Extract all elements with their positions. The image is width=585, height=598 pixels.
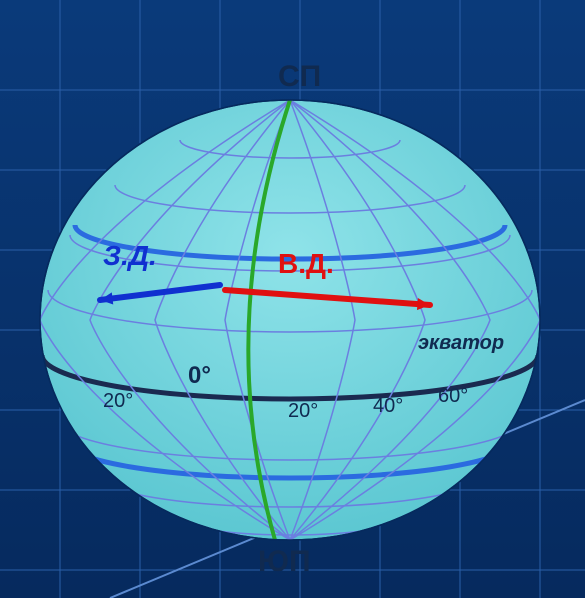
label-e40: 40° [373, 395, 403, 418]
label-west-longitude: З.Д. [103, 240, 157, 272]
globe-diagram: СП ЮП З.Д. В.Д. экватор 0° 20° 20° 40° 6… [0, 0, 585, 598]
label-w20: 20° [103, 390, 133, 413]
label-east-longitude: В.Д. [278, 248, 334, 280]
label-e60: 60° [438, 385, 468, 408]
label-north-pole: СП [278, 60, 321, 94]
label-zero-meridian: 0° [188, 362, 211, 390]
label-e20: 20° [288, 400, 318, 423]
label-south-pole: ЮП [258, 545, 311, 579]
label-equator: экватор [418, 332, 504, 355]
